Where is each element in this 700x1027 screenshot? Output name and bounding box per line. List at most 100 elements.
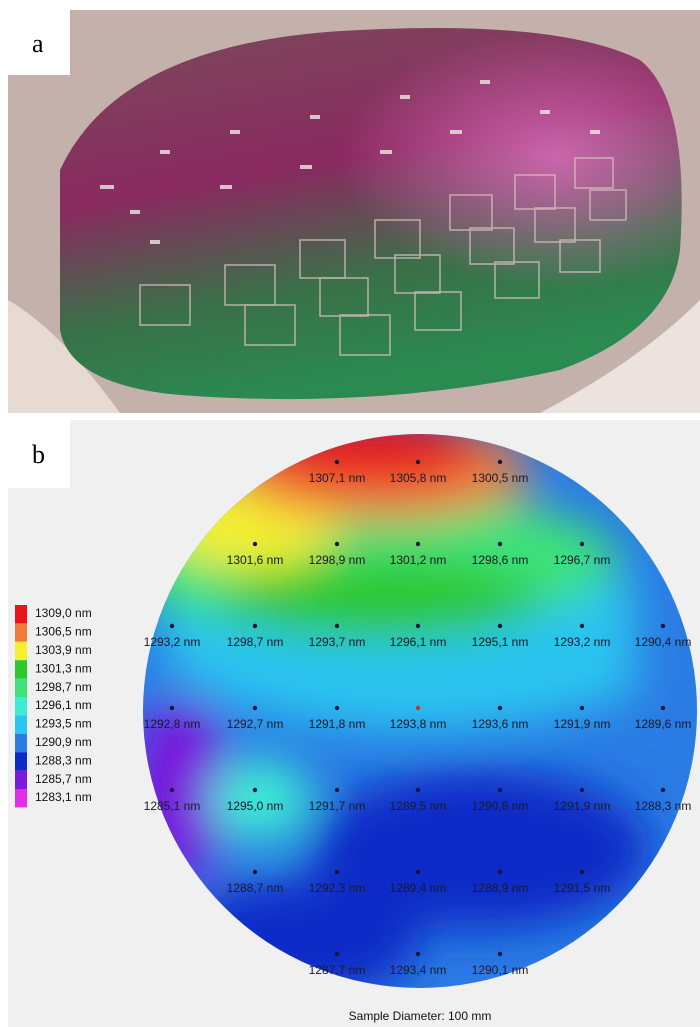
legend-swatch xyxy=(15,660,27,679)
measure-dot xyxy=(579,541,585,547)
measure-dot xyxy=(497,623,503,629)
measure-dot xyxy=(660,787,666,793)
measure-label: 1298,9 nm xyxy=(309,553,366,567)
measure-label: 1291,8 nm xyxy=(309,717,366,731)
measure-dot xyxy=(660,623,666,629)
measure-label: 1288,3 nm xyxy=(635,799,692,813)
legend-label: 1283,1 nm xyxy=(35,790,92,804)
measure-label: 1295,0 nm xyxy=(227,799,284,813)
legend-swatch xyxy=(15,678,27,697)
measure-dot xyxy=(334,869,340,875)
measure-label: 1300,5 nm xyxy=(472,471,529,485)
measure-label: 1289,5 nm xyxy=(390,799,447,813)
legend-label: 1303,9 nm xyxy=(35,643,92,657)
measure-dot xyxy=(497,541,503,547)
panel-label: a xyxy=(32,29,44,58)
measure-label: 1292,3 nm xyxy=(309,881,366,895)
legend-swatch xyxy=(15,789,27,808)
legend-label: 1301,3 nm xyxy=(35,661,92,675)
measure-label: 1290,1 nm xyxy=(472,963,529,977)
measure-label: 1292,7 nm xyxy=(227,717,284,731)
measure-label: 1293,6 nm xyxy=(472,717,529,731)
measure-dot xyxy=(497,459,503,465)
legend-swatch xyxy=(15,733,27,753)
measure-dot xyxy=(169,705,175,711)
label-box xyxy=(8,420,70,488)
panel-label: b xyxy=(32,440,45,469)
measure-dot xyxy=(334,459,340,465)
measure-dot xyxy=(415,869,421,875)
legend-swatch xyxy=(15,715,27,734)
measure-dot xyxy=(579,787,585,793)
measure-label: 1287,7 nm xyxy=(309,963,366,977)
measure-dot xyxy=(169,787,175,793)
measure-dot xyxy=(579,869,585,875)
legend-label: 1285,7 nm xyxy=(35,772,92,786)
measure-label: 1295,1 nm xyxy=(472,635,529,649)
measure-label: 1293,4 nm xyxy=(390,963,447,977)
measure-dot xyxy=(415,951,421,957)
legend-label: 1293,5 nm xyxy=(35,717,92,731)
legend-label: 1309,0 nm xyxy=(35,606,92,620)
measure-dot xyxy=(497,951,503,957)
measure-label: 1291,5 nm xyxy=(554,881,611,895)
legend-swatch xyxy=(15,770,27,789)
measure-dot xyxy=(334,951,340,957)
measure-dot xyxy=(252,623,258,629)
measure-label: 1291,9 nm xyxy=(554,799,611,813)
measure-label: 1288,9 nm xyxy=(472,881,529,895)
measure-label: 1288,7 nm xyxy=(227,881,284,895)
measure-label: 1296,1 nm xyxy=(390,635,447,649)
measure-dot xyxy=(334,705,340,711)
measure-label: 1291,7 nm xyxy=(309,799,366,813)
measure-label: 1296,7 nm xyxy=(554,553,611,567)
measure-label: 1293,8 nm xyxy=(390,717,447,731)
footer: Sample Diameter: 100 mm xyxy=(349,1009,492,1023)
measure-dot xyxy=(252,869,258,875)
legend-label: 1306,5 nm xyxy=(35,625,92,639)
measure-label: 1293,2 nm xyxy=(144,635,201,649)
legend-swatch xyxy=(15,623,27,642)
measure-dot xyxy=(497,787,503,793)
legend-swatch xyxy=(15,697,27,716)
measure-label: 1298,6 nm xyxy=(472,553,529,567)
measure-dot xyxy=(334,541,340,547)
measure-label: 1290,8 nm xyxy=(472,799,529,813)
legend-swatch xyxy=(15,641,27,661)
measure-dot xyxy=(579,705,585,711)
measure-dot xyxy=(660,705,666,711)
measure-label: 1307,1 nm xyxy=(309,471,366,485)
measure-dot xyxy=(334,623,340,629)
measure-dot xyxy=(252,541,258,547)
measure-dot xyxy=(252,705,258,711)
measure-label: 1289,6 nm xyxy=(635,717,692,731)
measure-label: 1290,4 nm xyxy=(635,635,692,649)
label-box xyxy=(8,10,70,75)
measure-dot xyxy=(579,623,585,629)
measure-dot xyxy=(415,787,421,793)
measure-dot xyxy=(497,869,503,875)
measure-label: 1292,8 nm xyxy=(144,717,201,731)
measure-label: 1291,9 nm xyxy=(554,717,611,731)
legend-label: 1296,1 nm xyxy=(35,698,92,712)
measure-dot xyxy=(169,623,175,629)
measure-label: 1298,7 nm xyxy=(227,635,284,649)
measure-label: 1305,8 nm xyxy=(390,471,447,485)
photo xyxy=(8,10,700,413)
measure-dot xyxy=(415,541,421,547)
measure-label: 1293,2 nm xyxy=(554,635,611,649)
measure-label: 1285,1 nm xyxy=(144,799,201,813)
measure-dot xyxy=(415,459,421,465)
measure-label: 1301,6 nm xyxy=(227,553,284,567)
measure-dot xyxy=(334,787,340,793)
legend-swatch xyxy=(15,605,27,624)
measure-label: 1289,4 nm xyxy=(390,881,447,895)
measure-dot xyxy=(415,705,421,711)
measure-dot xyxy=(497,705,503,711)
legend-swatch xyxy=(15,752,27,771)
measure-label: 1293,7 nm xyxy=(309,635,366,649)
legend-label: 1290,9 nm xyxy=(35,735,92,749)
legend-label: 1288,3 nm xyxy=(35,753,92,767)
measure-dot xyxy=(252,787,258,793)
